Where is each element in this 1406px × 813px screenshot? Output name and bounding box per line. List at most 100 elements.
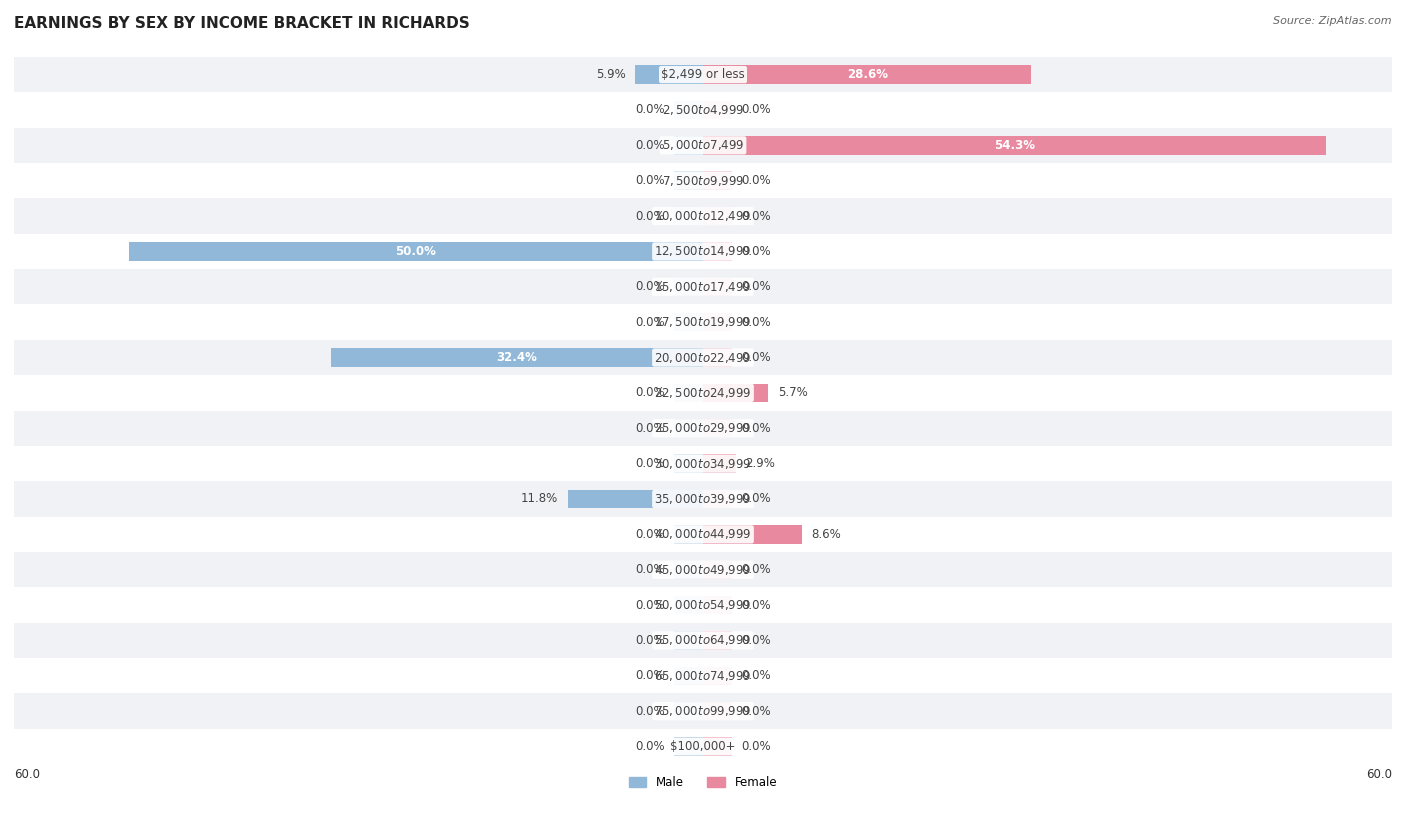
Bar bbox=[675, 454, 703, 473]
Text: 0.0%: 0.0% bbox=[636, 705, 665, 718]
Bar bbox=[703, 348, 731, 367]
Text: 0.0%: 0.0% bbox=[741, 351, 770, 364]
Text: 0.0%: 0.0% bbox=[741, 280, 770, 293]
Text: $5,000 to $7,499: $5,000 to $7,499 bbox=[662, 138, 744, 152]
Text: 0.0%: 0.0% bbox=[741, 245, 770, 258]
Text: 5.9%: 5.9% bbox=[596, 68, 626, 81]
Text: 0.0%: 0.0% bbox=[636, 669, 665, 682]
Bar bbox=[703, 631, 731, 650]
Text: 60.0: 60.0 bbox=[14, 767, 39, 780]
Bar bbox=[703, 207, 731, 225]
Text: 0.0%: 0.0% bbox=[636, 280, 665, 293]
Text: $45,000 to $49,999: $45,000 to $49,999 bbox=[654, 563, 752, 576]
Bar bbox=[675, 136, 703, 154]
Bar bbox=[675, 560, 703, 579]
Bar bbox=[14, 233, 1392, 269]
Bar bbox=[568, 489, 703, 508]
Bar bbox=[675, 384, 703, 402]
Text: 0.0%: 0.0% bbox=[636, 528, 665, 541]
Text: 0.0%: 0.0% bbox=[636, 174, 665, 187]
Bar bbox=[703, 489, 731, 508]
Bar bbox=[14, 411, 1392, 446]
Bar bbox=[636, 65, 703, 84]
Text: 0.0%: 0.0% bbox=[741, 563, 770, 576]
Bar bbox=[675, 101, 703, 120]
Bar bbox=[14, 92, 1392, 128]
Bar bbox=[703, 384, 769, 402]
Text: $2,500 to $4,999: $2,500 to $4,999 bbox=[662, 103, 744, 117]
Bar bbox=[703, 525, 801, 544]
Bar bbox=[14, 552, 1392, 587]
Text: 54.3%: 54.3% bbox=[994, 139, 1035, 152]
Text: $50,000 to $54,999: $50,000 to $54,999 bbox=[654, 598, 752, 612]
Text: Source: ZipAtlas.com: Source: ZipAtlas.com bbox=[1274, 16, 1392, 26]
Text: 28.6%: 28.6% bbox=[846, 68, 887, 81]
Text: 32.4%: 32.4% bbox=[496, 351, 537, 364]
Bar bbox=[703, 277, 731, 296]
Legend: Male, Female: Male, Female bbox=[624, 772, 782, 793]
Text: $10,000 to $12,499: $10,000 to $12,499 bbox=[654, 209, 752, 223]
Bar bbox=[129, 242, 703, 261]
Bar bbox=[675, 277, 703, 296]
Text: $22,500 to $24,999: $22,500 to $24,999 bbox=[654, 386, 752, 400]
Bar bbox=[675, 207, 703, 225]
Bar bbox=[14, 659, 1392, 693]
Bar bbox=[330, 348, 703, 367]
Text: 0.0%: 0.0% bbox=[741, 705, 770, 718]
Bar bbox=[14, 304, 1392, 340]
Text: 0.0%: 0.0% bbox=[741, 174, 770, 187]
Text: 0.0%: 0.0% bbox=[636, 139, 665, 152]
Bar bbox=[703, 242, 731, 261]
Bar bbox=[14, 623, 1392, 658]
Text: 5.7%: 5.7% bbox=[778, 386, 807, 399]
Text: 50.0%: 50.0% bbox=[395, 245, 436, 258]
Bar bbox=[703, 737, 731, 756]
Bar bbox=[14, 729, 1392, 764]
Text: 8.6%: 8.6% bbox=[811, 528, 841, 541]
Bar bbox=[14, 57, 1392, 92]
Text: 2.9%: 2.9% bbox=[745, 457, 775, 470]
Bar bbox=[14, 375, 1392, 411]
Bar bbox=[703, 596, 731, 615]
Bar bbox=[703, 136, 1326, 154]
Text: $55,000 to $64,999: $55,000 to $64,999 bbox=[654, 633, 752, 647]
Text: $30,000 to $34,999: $30,000 to $34,999 bbox=[654, 457, 752, 471]
Bar bbox=[703, 454, 737, 473]
Bar bbox=[14, 340, 1392, 375]
Text: 0.0%: 0.0% bbox=[636, 103, 665, 116]
Text: 0.0%: 0.0% bbox=[741, 493, 770, 506]
Text: $20,000 to $22,499: $20,000 to $22,499 bbox=[654, 350, 752, 364]
Bar bbox=[703, 667, 731, 685]
Bar bbox=[14, 128, 1392, 163]
Bar bbox=[703, 419, 731, 437]
Bar bbox=[14, 446, 1392, 481]
Bar bbox=[675, 419, 703, 437]
Bar bbox=[14, 163, 1392, 198]
Bar bbox=[675, 172, 703, 190]
Text: 0.0%: 0.0% bbox=[636, 740, 665, 753]
Bar bbox=[703, 65, 1032, 84]
Bar bbox=[14, 517, 1392, 552]
Text: $40,000 to $44,999: $40,000 to $44,999 bbox=[654, 528, 752, 541]
Text: 0.0%: 0.0% bbox=[741, 634, 770, 647]
Text: 0.0%: 0.0% bbox=[741, 740, 770, 753]
Text: 0.0%: 0.0% bbox=[741, 210, 770, 223]
Text: $35,000 to $39,999: $35,000 to $39,999 bbox=[654, 492, 752, 506]
Text: 0.0%: 0.0% bbox=[741, 103, 770, 116]
Bar bbox=[675, 702, 703, 720]
Text: 0.0%: 0.0% bbox=[636, 457, 665, 470]
Bar bbox=[703, 313, 731, 332]
Bar bbox=[14, 198, 1392, 233]
Bar bbox=[675, 737, 703, 756]
Bar bbox=[703, 560, 731, 579]
Bar bbox=[675, 667, 703, 685]
Bar bbox=[703, 101, 731, 120]
Bar bbox=[14, 587, 1392, 623]
Text: $17,500 to $19,999: $17,500 to $19,999 bbox=[654, 315, 752, 329]
Text: 0.0%: 0.0% bbox=[741, 315, 770, 328]
Text: 0.0%: 0.0% bbox=[636, 563, 665, 576]
Text: $7,500 to $9,999: $7,500 to $9,999 bbox=[662, 174, 744, 188]
Text: 60.0: 60.0 bbox=[1367, 767, 1392, 780]
Bar bbox=[14, 481, 1392, 517]
Text: 0.0%: 0.0% bbox=[636, 386, 665, 399]
